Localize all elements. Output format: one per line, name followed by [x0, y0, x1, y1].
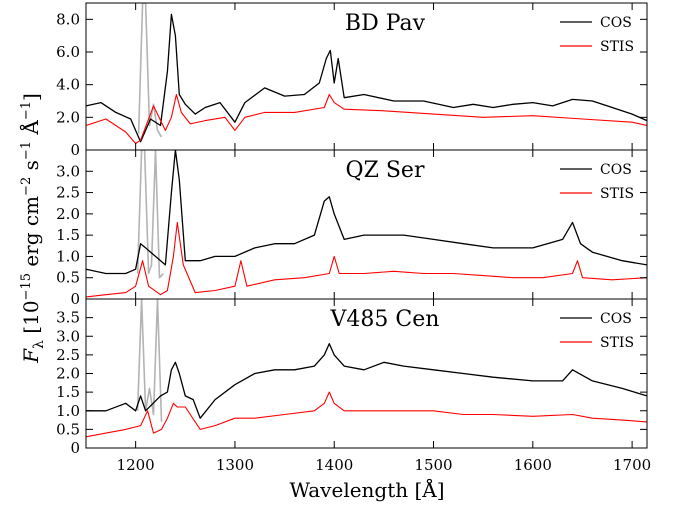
panel-2: 00.51.01.52.02.53.03.5 V485 Cen COS STIS: [56, 298, 648, 457]
masked-region-line: [137, 3, 163, 138]
panel-data: [86, 3, 647, 145]
y-tick-label: 3.0: [56, 327, 80, 345]
x-ticks: 1200 1300 1400 1500 1600 1700: [117, 456, 652, 474]
y-tick-label: 1.0: [56, 247, 80, 265]
series-line-stis: [86, 93, 647, 145]
y-tick-label: 0: [70, 439, 80, 457]
panel-title: V485 Cen: [330, 307, 440, 332]
y-axis-label-text: Fλ [10−15 erg cm−2 s−1 Å−1]: [18, 93, 47, 364]
x-tick-label: 1700: [613, 456, 651, 474]
legend-label-stis: STIS: [600, 186, 634, 202]
ylabel-sup: −15: [19, 273, 34, 300]
ylabel-part: [10: [19, 300, 43, 340]
ylabel-sup: −2: [19, 177, 34, 196]
y-tick-label: 1.5: [56, 383, 80, 401]
x-tick-label: 1200: [117, 456, 155, 474]
y-tick-label: 1.0: [56, 402, 80, 420]
panel-0: 0 2.0 4.0 6.0 8.0 BD Pav COS STIS: [56, 2, 648, 159]
panel-title: BD Pav: [345, 11, 426, 36]
panel-title: QZ Ser: [346, 158, 425, 183]
legend-label-stis: STIS: [600, 335, 634, 351]
panel-data: [86, 150, 647, 298]
y-tick-label: 0.5: [56, 269, 80, 287]
y-tick-label: 2.0: [56, 205, 80, 223]
y-tick-label: 3.5: [56, 309, 80, 327]
x-tick-label: 1300: [216, 456, 254, 474]
ylabel-part: erg cm: [19, 196, 43, 273]
ylabel-part: s: [19, 160, 43, 177]
series-line-stis: [86, 391, 647, 438]
y-tick-label: 2.0: [56, 108, 80, 126]
y-tick-label: 2.5: [56, 346, 80, 364]
y-tick-label: 3.0: [56, 162, 80, 180]
legend-label-stis: STIS: [600, 39, 634, 55]
masked-region-line: [136, 150, 164, 279]
ylabel-sup: −1: [19, 141, 34, 160]
y-tick-label: 8.0: [56, 10, 80, 28]
ylabel-sup: −1: [19, 101, 34, 120]
x-tick-label: 1400: [315, 456, 353, 474]
ylabel-sub: λ: [31, 340, 47, 349]
series-line-cos: [86, 343, 647, 419]
y-tick-label: 2.0: [56, 365, 80, 383]
y-tick-label: 0: [70, 290, 80, 308]
y-tick-label: 1.5: [56, 226, 80, 244]
series-line-stis: [86, 221, 647, 298]
x-axis-label: Wavelength [Å]: [289, 477, 444, 502]
legend-label-cos: COS: [600, 311, 632, 327]
panel-data: [86, 299, 647, 438]
y-tick-label: 0.5: [56, 420, 80, 438]
series-line-cos: [86, 13, 647, 143]
masked-region-line: [136, 299, 163, 422]
panels-group: 02.04.06.08.0 BD Pav COSSTIS00.51.01.52.02…: [56, 2, 648, 457]
x-tick-label: 1600: [514, 456, 552, 474]
ylabel-f: F: [19, 348, 43, 364]
x-tick-label: 1500: [414, 456, 452, 474]
y-tick-label: 2.5: [56, 184, 80, 202]
series-line-cos: [86, 150, 647, 275]
panel-1: 0 0.5 1.0 1.5 2.0 2.5 3.0 QZ Ser COS STIS: [56, 149, 648, 308]
y-tick-label: 4.0: [56, 76, 80, 94]
legend-label-cos: COS: [600, 15, 632, 31]
legend-label-cos: COS: [600, 162, 632, 178]
y-tick-label: 6.0: [56, 43, 80, 61]
y-axis-label: Fλ [10−15 erg cm−2 s−1 Å−1]: [18, 93, 47, 364]
ylabel-part: Å: [18, 120, 43, 141]
y-tick-label: 0: [70, 141, 80, 159]
ylabel-part: ]: [19, 93, 43, 101]
